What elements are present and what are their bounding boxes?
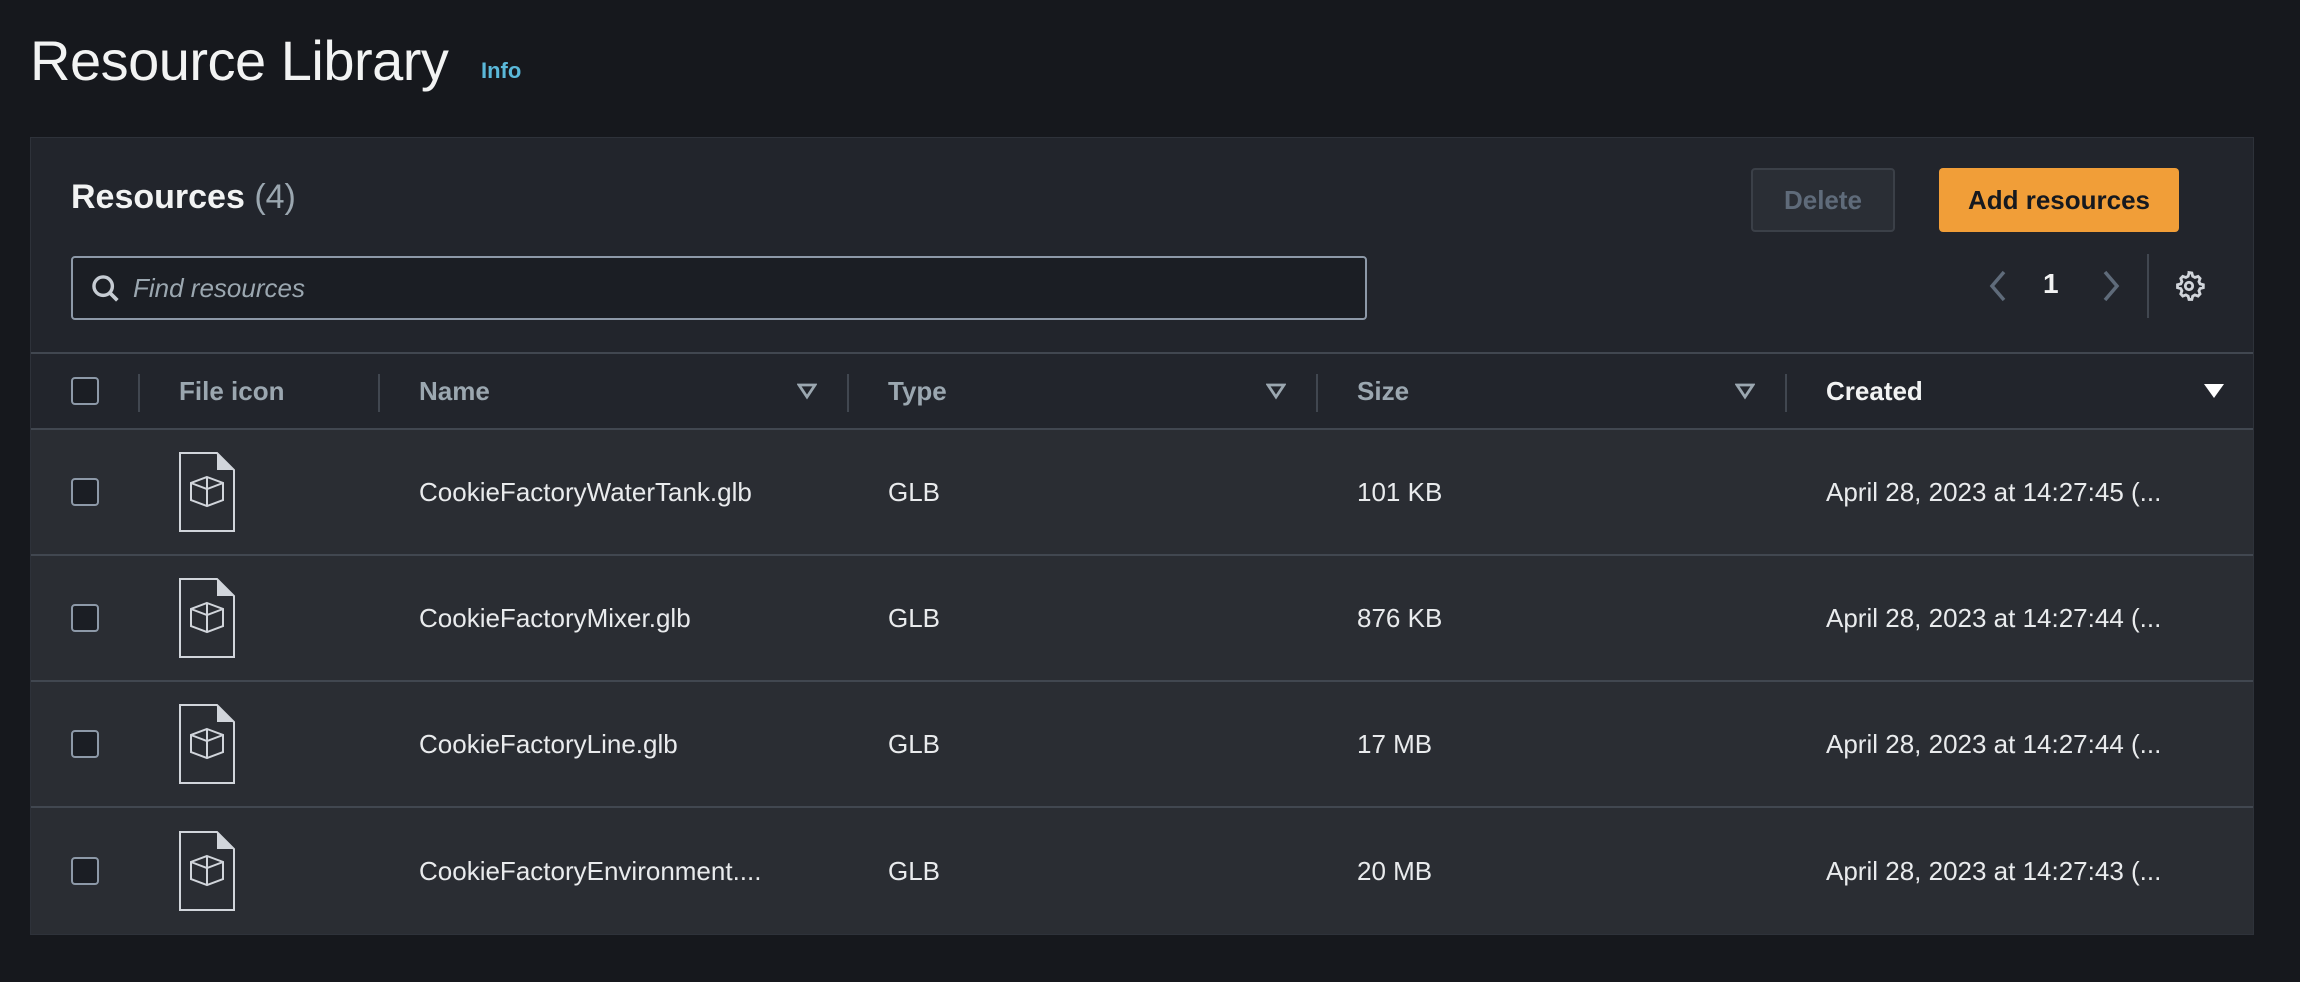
3d-model-file-icon xyxy=(179,452,235,532)
resource-type: GLB xyxy=(888,476,941,507)
search-input[interactable] xyxy=(133,272,1365,304)
table-header: File icon Name Type Size Created xyxy=(31,352,2253,430)
column-divider[interactable] xyxy=(378,374,380,412)
resource-name[interactable]: CookieFactoryLine.glb xyxy=(419,728,678,759)
resource-created: April 28, 2023 at 14:27:44 (... xyxy=(1826,728,2162,759)
resource-created: April 28, 2023 at 14:27:44 (... xyxy=(1826,602,2162,633)
3d-model-file-icon xyxy=(179,831,235,911)
column-divider[interactable] xyxy=(1316,374,1318,412)
resource-name[interactable]: CookieFactoryMixer.glb xyxy=(419,602,691,633)
sort-descending-icon[interactable] xyxy=(2203,382,2225,400)
row-checkbox[interactable] xyxy=(71,857,99,885)
sort-icon[interactable] xyxy=(1266,382,1286,400)
table-row[interactable]: CookieFactoryWaterTank.glb GLB 101 KB Ap… xyxy=(31,430,2253,556)
resource-size: 20 MB xyxy=(1357,855,1433,886)
chevron-right-icon[interactable] xyxy=(2099,269,2123,303)
add-resources-button[interactable]: Add resources xyxy=(1939,168,2179,232)
current-page[interactable]: 1 xyxy=(2043,268,2059,299)
page-title: Resource Library xyxy=(30,29,449,92)
chevron-left-icon[interactable] xyxy=(1986,269,2010,303)
resource-type: GLB xyxy=(888,728,941,759)
column-header-type[interactable]: Type xyxy=(888,375,947,406)
resource-created: April 28, 2023 at 14:27:43 (... xyxy=(1826,855,2162,886)
3d-model-file-icon xyxy=(179,704,235,784)
delete-button[interactable]: Delete xyxy=(1751,168,1895,232)
column-header-file-icon: File icon xyxy=(179,375,285,406)
info-link[interactable]: Info xyxy=(481,58,522,83)
column-header-created[interactable]: Created xyxy=(1826,375,1923,406)
column-divider xyxy=(138,374,140,412)
3d-model-file-icon xyxy=(179,578,235,658)
sort-icon[interactable] xyxy=(797,382,817,400)
resource-name[interactable]: CookieFactoryEnvironment.... xyxy=(419,855,762,886)
row-checkbox[interactable] xyxy=(71,730,99,758)
resource-type: GLB xyxy=(888,602,941,633)
resource-type: GLB xyxy=(888,855,941,886)
resources-heading: Resources (4) xyxy=(71,178,296,217)
row-checkbox[interactable] xyxy=(71,478,99,506)
row-checkbox[interactable] xyxy=(71,604,99,632)
select-all-checkbox[interactable] xyxy=(71,377,99,405)
resources-count: (4) xyxy=(254,178,296,216)
resource-size: 17 MB xyxy=(1357,728,1433,759)
search-icon xyxy=(92,275,119,302)
resource-created: April 28, 2023 at 14:27:45 (... xyxy=(1826,476,2162,507)
resources-panel: Resources (4) Delete Add resources 1 Fil… xyxy=(30,137,2254,935)
column-header-size[interactable]: Size xyxy=(1357,375,1410,406)
pagination-divider xyxy=(2147,254,2149,318)
table-row[interactable]: CookieFactoryMixer.glb GLB 876 KB April … xyxy=(31,556,2253,682)
gear-icon[interactable] xyxy=(2172,269,2206,303)
column-divider[interactable] xyxy=(1785,374,1787,412)
resource-size: 101 KB xyxy=(1357,476,1443,507)
column-header-name[interactable]: Name xyxy=(419,375,490,406)
resource-name[interactable]: CookieFactoryWaterTank.glb xyxy=(419,476,752,507)
resources-title: Resources xyxy=(71,178,245,216)
search-field[interactable] xyxy=(71,256,1367,320)
resources-table: File icon Name Type Size Created CookieF… xyxy=(31,352,2253,934)
table-row[interactable]: CookieFactoryLine.glb GLB 17 MB April 28… xyxy=(31,682,2253,808)
sort-icon[interactable] xyxy=(1735,382,1755,400)
table-row[interactable]: CookieFactoryEnvironment.... GLB 20 MB A… xyxy=(31,808,2253,934)
column-divider[interactable] xyxy=(847,374,849,412)
resource-size: 876 KB xyxy=(1357,602,1443,633)
